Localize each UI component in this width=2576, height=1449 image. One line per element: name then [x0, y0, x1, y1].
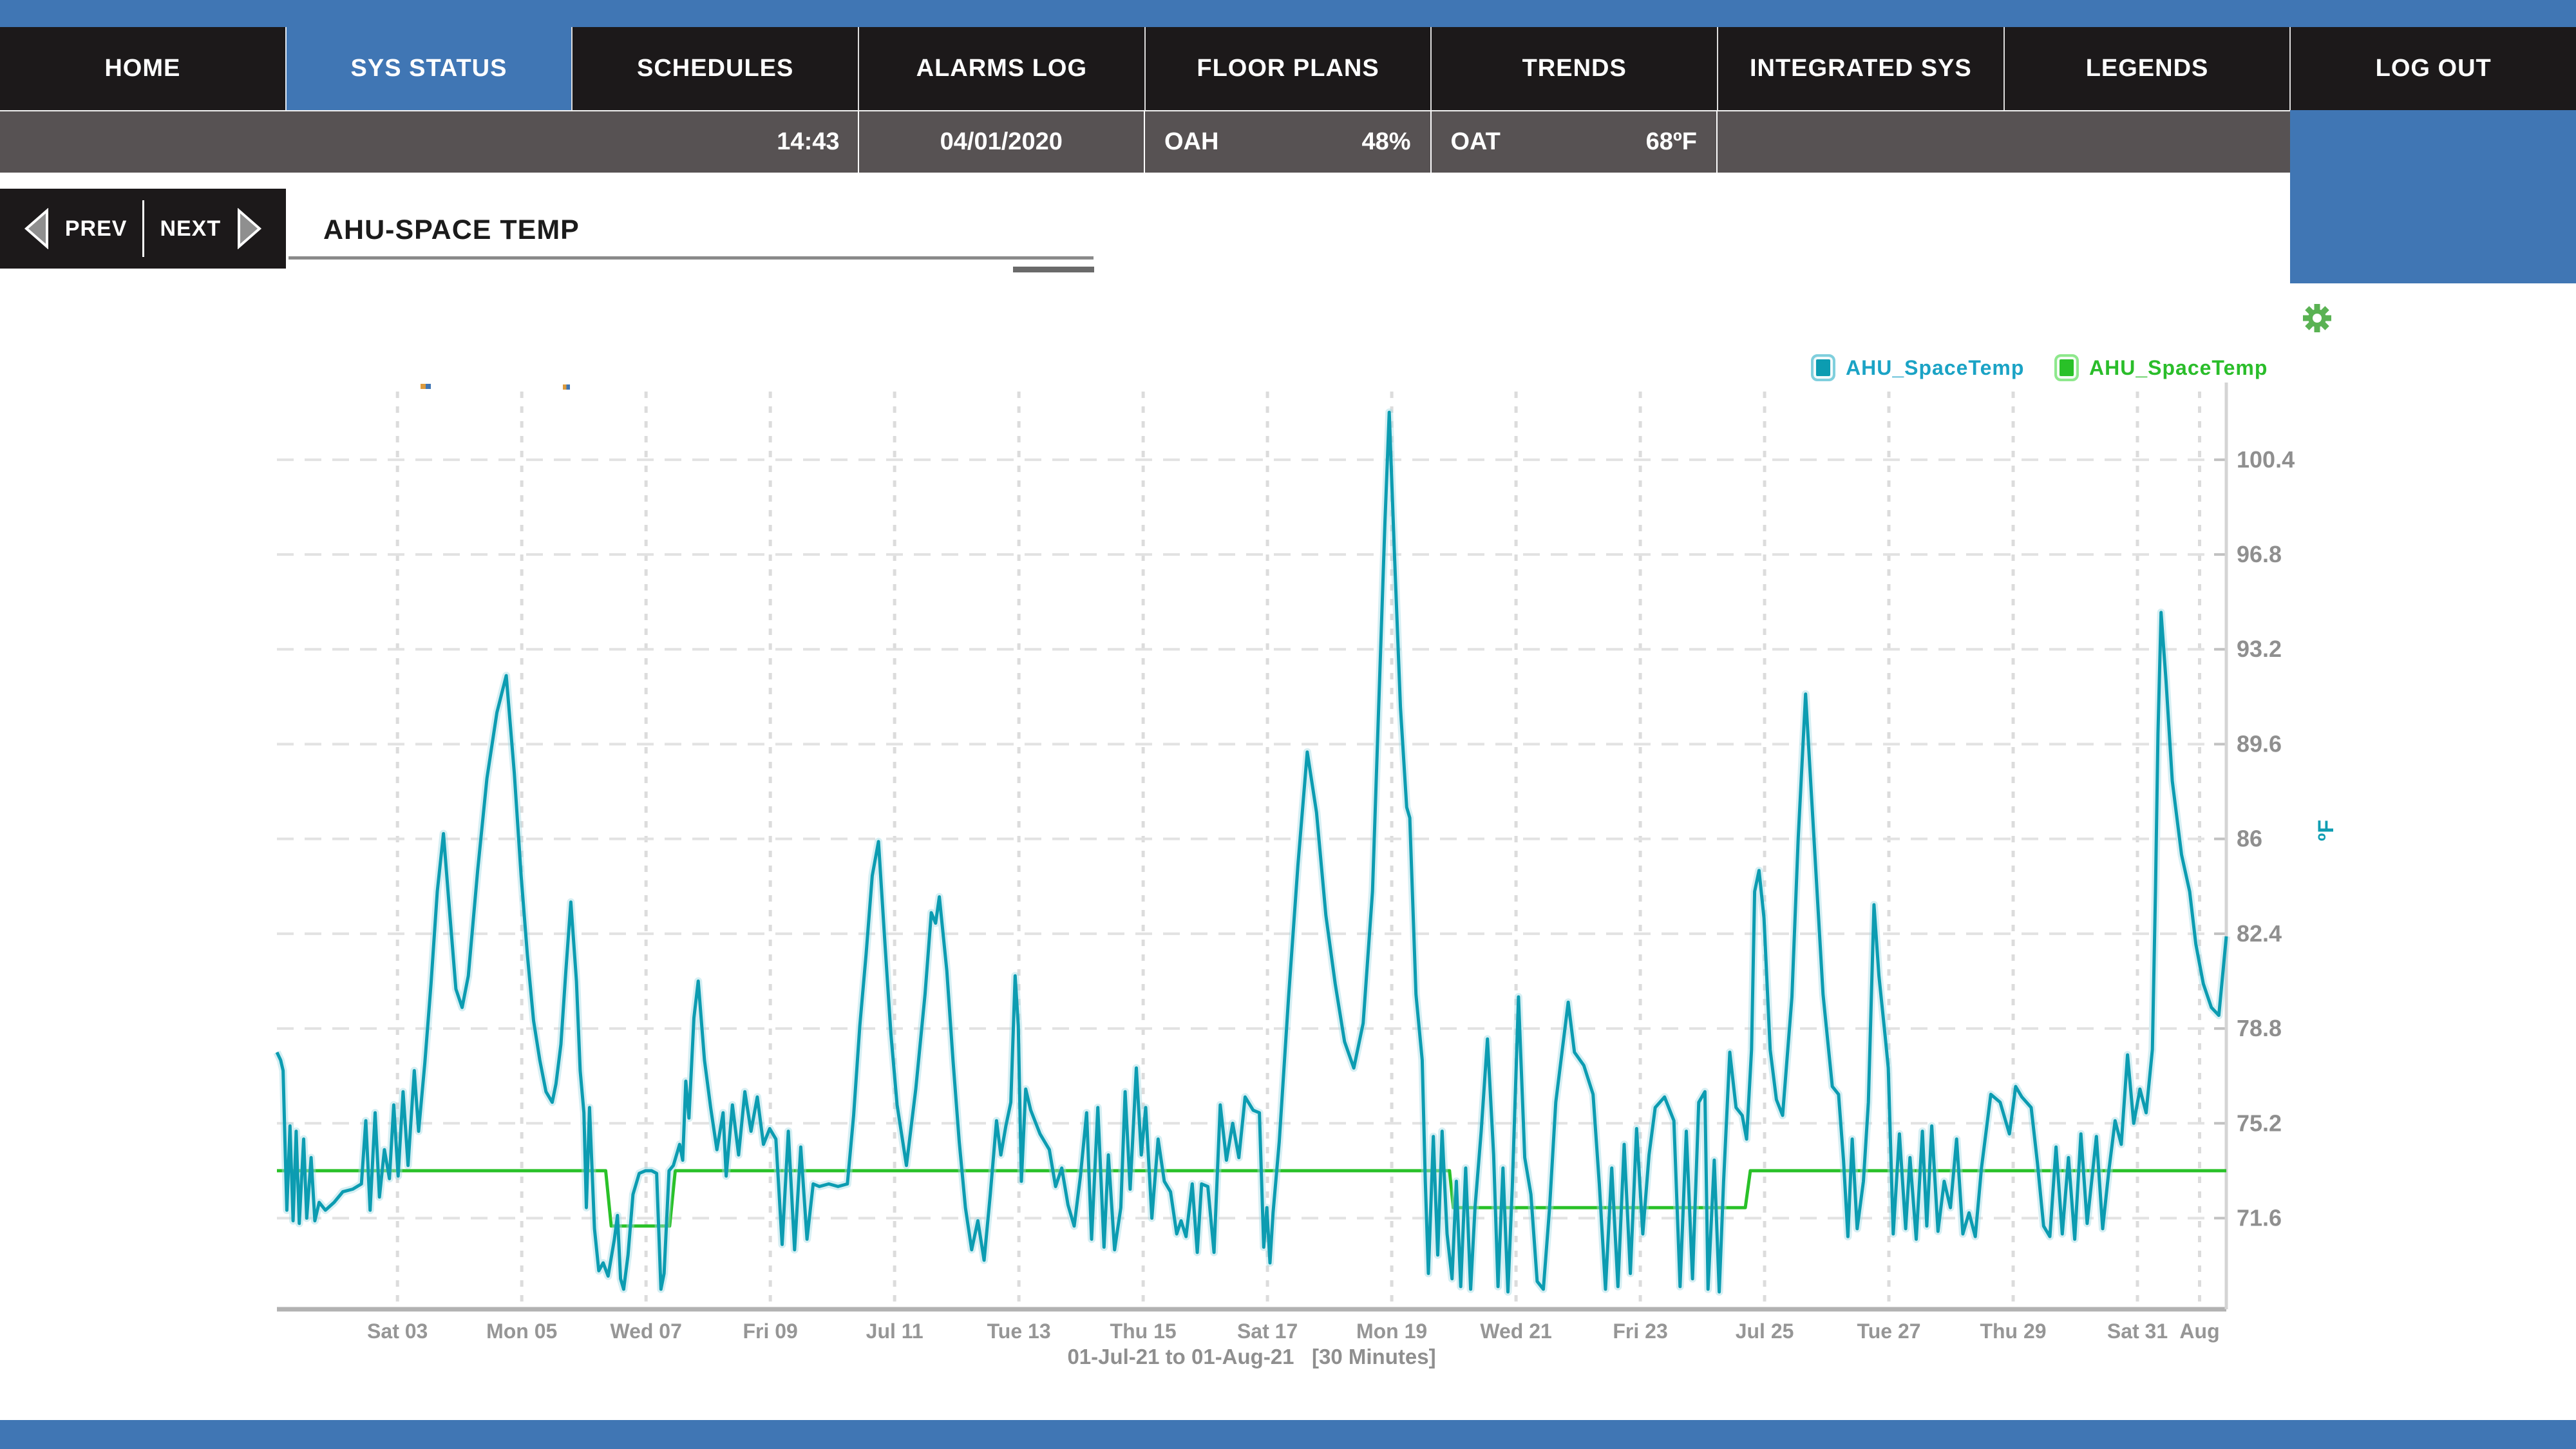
y-tick-label: 86: [2237, 826, 2262, 852]
y-tick-label: 82.4: [2237, 920, 2282, 947]
oat-value: 68ºF: [1645, 128, 1697, 155]
title-underline: [289, 256, 1094, 260]
y-tick-label: 75.2: [2237, 1110, 2282, 1136]
status-time: 14:43: [573, 111, 859, 173]
legend-label: AHU_SpaceTemp: [2089, 355, 2268, 379]
oat-label: OAT: [1450, 128, 1501, 155]
y-tick-label: 78.8: [2237, 1015, 2282, 1041]
nav-tab-log-out[interactable]: LOG OUT: [2289, 27, 2576, 110]
oah-label: OAH: [1164, 128, 1219, 155]
nav-tab-sys-status[interactable]: SYS STATUS: [285, 27, 572, 110]
page-title: AHU-SPACE TEMP: [323, 214, 580, 245]
x-tick-label: Thu 15: [1110, 1320, 1177, 1343]
x-tick-label: Mon 19: [1356, 1320, 1427, 1343]
status-oah: OAH 48%: [1145, 111, 1432, 173]
status-oat: OAT 68ºF: [1432, 111, 1718, 173]
x-tick-label: Sat 03: [367, 1320, 428, 1343]
y-tick-label: 100.4: [2237, 446, 2295, 473]
title-dash: [1013, 267, 1094, 272]
x-tick-label: Tue 27: [1857, 1320, 1921, 1343]
nav-tab-legends[interactable]: LEGENDS: [2003, 27, 2290, 110]
x-tick-label: Wed 21: [1480, 1320, 1551, 1343]
next-button[interactable]: NEXT: [160, 216, 222, 241]
x-tick-label: Tue 13: [987, 1320, 1051, 1343]
series-teal-spacetemp: [275, 410, 2228, 1294]
nav-tab-alarms-log[interactable]: ALARMS LOG: [858, 27, 1144, 110]
top-accent-bar: [0, 0, 2576, 27]
y-tick-label: 71.6: [2237, 1205, 2282, 1231]
y-tick-label: 93.2: [2237, 636, 2282, 662]
bottom-accent-bar: [0, 1420, 2576, 1449]
nav-tab-trends[interactable]: TRENDS: [1430, 27, 1717, 110]
gear-icon[interactable]: [2303, 304, 2331, 332]
right-accent-panel: [2290, 110, 2576, 283]
chart-legend: AHU_SpaceTemp AHU_SpaceTemp: [1811, 354, 2298, 381]
x-tick-label: Thu 29: [1980, 1320, 2046, 1343]
main-nav: HOME SYS STATUS SCHEDULES ALARMS LOG FLOOR P…: [0, 27, 2576, 111]
x-axis-caption: 01-Jul-21 to 01-Aug-21 [30 Minutes]: [1067, 1345, 1436, 1368]
x-tick-label: Sat 31: [2107, 1320, 2168, 1343]
legend-label: AHU_SpaceTemp: [1846, 355, 2025, 379]
nav-tab-integrated-sys[interactable]: INTEGRATED SYS: [1717, 27, 2003, 110]
x-tick-label: Jul 11: [866, 1320, 923, 1343]
x-tick-label: Jul 25: [1736, 1320, 1794, 1343]
legend-swatch-teal: [1811, 354, 1835, 381]
status-date: 04/01/2020: [859, 111, 1145, 173]
prev-arrow-icon[interactable]: [24, 208, 50, 249]
y-tick-label: 96.8: [2237, 541, 2282, 567]
clipped-marker-artifact: [421, 384, 431, 389]
clipped-marker-artifact: [563, 384, 570, 390]
x-tick-label: Wed 07: [610, 1320, 681, 1343]
pager-divider: [142, 200, 145, 257]
prev-button[interactable]: PREV: [64, 216, 128, 241]
x-tick-label: Fri 09: [743, 1320, 797, 1343]
nav-tab-schedules[interactable]: SCHEDULES: [571, 27, 858, 110]
x-tick-label: Aug: [2179, 1320, 2219, 1343]
nav-tab-home[interactable]: HOME: [104, 55, 181, 82]
legend-item-teal[interactable]: AHU_SpaceTemp: [1811, 354, 2054, 381]
legend-swatch-green: [2054, 354, 2079, 381]
x-tick-label: Sat 17: [1237, 1320, 1298, 1343]
next-arrow-icon[interactable]: [236, 208, 262, 249]
nav-tab-floor-plans[interactable]: FLOOR PLANS: [1144, 27, 1431, 110]
legend-item-green[interactable]: AHU_SpaceTemp: [2054, 354, 2298, 381]
oah-value: 48%: [1361, 128, 1411, 155]
y-tick-label: 89.6: [2237, 730, 2282, 757]
y-axis-unit: ºF: [2314, 819, 2339, 842]
status-bar: 14:43 04/01/2020 OAH 48% OAT 68ºF: [0, 111, 2290, 173]
pager: PREV NEXT: [0, 189, 286, 269]
x-tick-label: Fri 23: [1613, 1320, 1667, 1343]
x-tick-label: Mon 05: [486, 1320, 557, 1343]
